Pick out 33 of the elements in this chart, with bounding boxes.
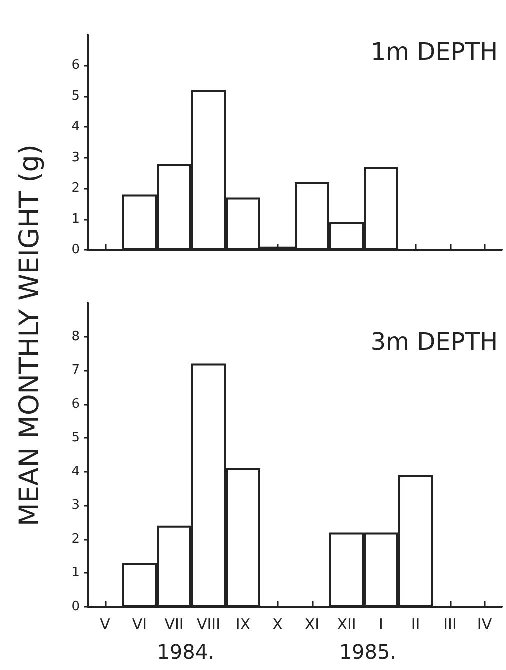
y-tick-label: 6 [72,58,80,74]
y-tick-label: 3 [72,150,80,166]
x-tick-label: IV [477,616,493,634]
y-tick-label: 7 [72,363,80,378]
x-tick-label: V [100,616,112,634]
text: 1984. [157,640,214,664]
x-tick-label: I [379,616,384,634]
x-tick-label: X [272,616,283,634]
y-axis-title: MEAN MONTHLY WEIGHT (g) [14,144,46,526]
y-tick-label: 6 [72,396,80,412]
x-tick-label: III [444,616,457,634]
y-tick-label: 1 [72,566,80,581]
y-tick-label: 1 [72,212,80,227]
y-tick-label: 0 [72,242,80,258]
x-tick-label: IX [236,616,251,634]
y-tick-label: 5 [72,88,80,104]
x-tick-label: XII [337,616,356,634]
y-tick-label: 3 [72,498,80,514]
y-tick-label: 0 [72,600,80,614]
text: 3m DEPTH [370,328,498,356]
y-tick-label: 5 [72,430,80,446]
text: 1985. [339,640,397,664]
y-tick-label: 4 [72,464,80,480]
y-tick-label: 4 [72,120,80,135]
x-tick-label: VI [132,616,148,634]
chart-title: 1m DEPTH [370,38,498,66]
x-tick-label: II [411,616,420,634]
y-tick-label: 8 [72,329,80,344]
x-tick-label: VII [164,616,184,634]
x-tick-label: VIII [196,616,221,634]
y-tick-label: 2 [72,532,80,547]
y-tick-label: 2 [72,181,80,196]
x-tick-label: XI [304,616,320,634]
